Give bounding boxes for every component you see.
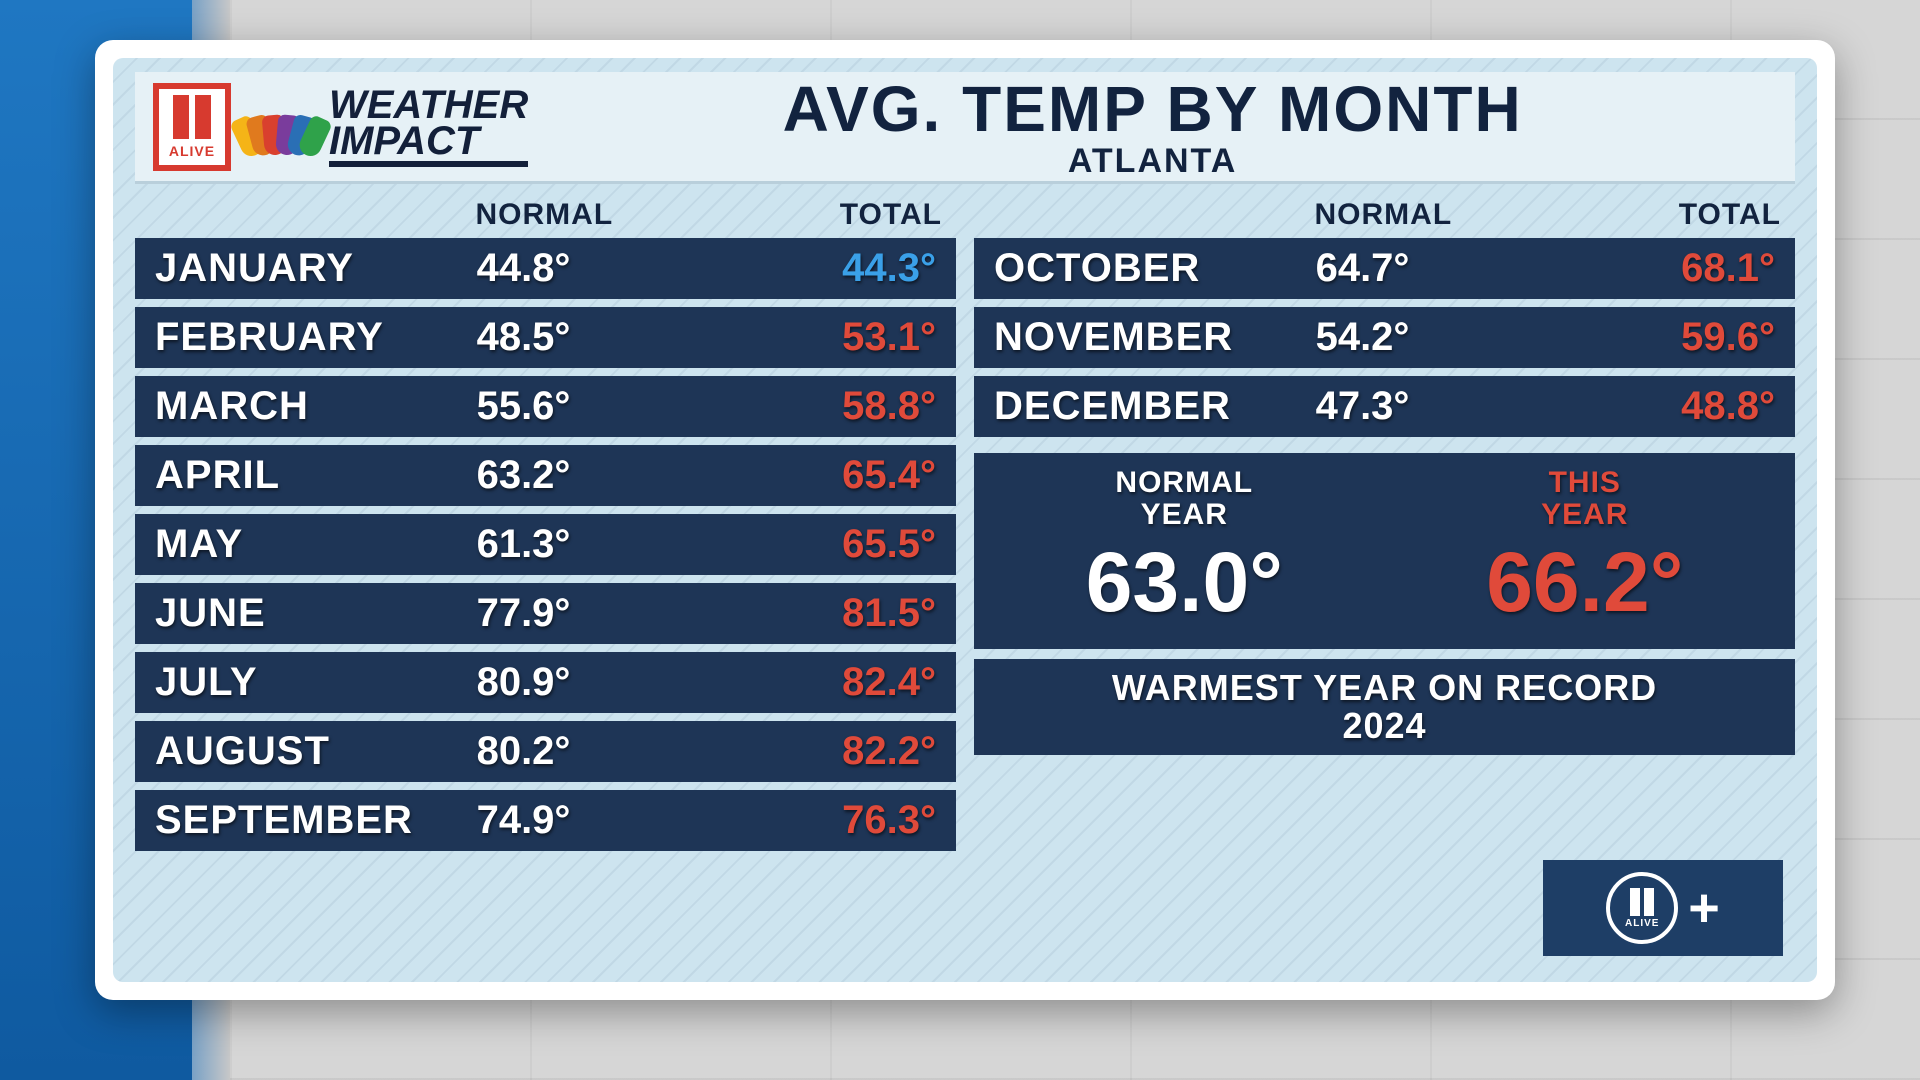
header-normal: NORMAL <box>476 198 709 232</box>
normal-value: 64.7° <box>1316 246 1546 291</box>
total-value: 44.3° <box>706 246 936 291</box>
table-row: SEPTEMBER74.9°76.3° <box>135 790 956 851</box>
year-summary: NORMALYEAR 63.0° THISYEAR 66.2° <box>974 453 1795 649</box>
table-row: OCTOBER64.7°68.1° <box>974 238 1795 299</box>
tv-frame: ALIVE WEATHER IMPACT AVG. TEMP BY MONTH … <box>95 40 1835 1000</box>
header-total: TOTAL <box>1548 198 1781 232</box>
left-column: NORMAL TOTAL JANUARY44.8°44.3° FEBRUARY48… <box>135 198 956 968</box>
normal-value: 44.8° <box>477 246 707 291</box>
header-total: TOTAL <box>709 198 942 232</box>
total-value: 68.1° <box>1545 246 1775 291</box>
total-value: 65.4° <box>706 453 936 498</box>
total-value: 82.2° <box>706 729 936 774</box>
normal-value: 80.9° <box>477 660 707 705</box>
this-year-value: 66.2° <box>1385 534 1786 631</box>
table-row: NOVEMBER54.2°59.6° <box>974 307 1795 368</box>
title-block: AVG. TEMP BY MONTH ATLANTA <box>528 72 1777 181</box>
header-normal: NORMAL <box>1315 198 1548 232</box>
table-row: JULY80.9°82.4° <box>135 652 956 713</box>
total-value: 59.6° <box>1545 315 1775 360</box>
normal-value: 55.6° <box>477 384 707 429</box>
table-row: MAY61.3°65.5° <box>135 514 956 575</box>
station-bug: ALIVE + <box>1543 860 1783 956</box>
logo-bars-icon <box>173 95 211 139</box>
normal-value: 77.9° <box>477 591 707 636</box>
right-column-headers: NORMAL TOTAL <box>974 198 1795 238</box>
normal-value: 61.3° <box>477 522 707 567</box>
table-row: JUNE77.9°81.5° <box>135 583 956 644</box>
graphic-title: AVG. TEMP BY MONTH <box>528 72 1777 146</box>
tv-screen: ALIVE WEATHER IMPACT AVG. TEMP BY MONTH … <box>113 58 1817 982</box>
this-year-label: THISYEAR <box>1385 467 1786 530</box>
table-row: APRIL63.2°65.4° <box>135 445 956 506</box>
table-row: MARCH55.6°58.8° <box>135 376 956 437</box>
table-row: FEBRUARY48.5°53.1° <box>135 307 956 368</box>
brand-line2: IMPACT <box>329 123 528 167</box>
normal-value: 48.5° <box>477 315 707 360</box>
total-value: 81.5° <box>706 591 936 636</box>
brand-line1: WEATHER <box>329 87 528 123</box>
table-row: JANUARY44.8°44.3° <box>135 238 956 299</box>
total-value: 48.8° <box>1545 384 1775 429</box>
station-sub: ALIVE <box>169 143 215 159</box>
total-value: 53.1° <box>706 315 936 360</box>
month-label: NOVEMBER <box>994 315 1316 360</box>
table-row: AUGUST80.2°82.2° <box>135 721 956 782</box>
total-value: 65.5° <box>706 522 936 567</box>
month-label: FEBRUARY <box>155 315 477 360</box>
bug-bars-icon <box>1630 888 1654 916</box>
graphic-subtitle: ATLANTA <box>528 142 1777 181</box>
normal-value: 80.2° <box>477 729 707 774</box>
normal-value: 54.2° <box>1316 315 1546 360</box>
month-label: OCTOBER <box>994 246 1316 291</box>
right-column: NORMAL TOTAL OCTOBER64.7°68.1° NOVEMBER54… <box>974 198 1795 968</box>
table-row: DECEMBER47.3°48.8° <box>974 376 1795 437</box>
total-value: 82.4° <box>706 660 936 705</box>
month-label: APRIL <box>155 453 477 498</box>
normal-year-value: 63.0° <box>984 534 1385 631</box>
month-label: DECEMBER <box>994 384 1316 429</box>
month-label: SEPTEMBER <box>155 798 477 843</box>
bug-alive: ALIVE <box>1625 918 1659 929</box>
left-column-headers: NORMAL TOTAL <box>135 198 956 238</box>
normal-value: 63.2° <box>477 453 707 498</box>
month-label: MARCH <box>155 384 477 429</box>
normal-year-label: NORMALYEAR <box>984 467 1385 530</box>
month-label: JUNE <box>155 591 477 636</box>
weather-impact-brand: WEATHER IMPACT <box>329 87 528 167</box>
total-value: 58.8° <box>706 384 936 429</box>
month-label: JULY <box>155 660 477 705</box>
header-bar: ALIVE WEATHER IMPACT AVG. TEMP BY MONTH … <box>135 72 1795 184</box>
station-logo-11alive: ALIVE <box>153 83 231 171</box>
nbc-peacock-icon <box>245 99 317 155</box>
normal-year-block: NORMALYEAR 63.0° <box>984 467 1385 631</box>
this-year-block: THISYEAR 66.2° <box>1385 467 1786 631</box>
bug-plus: + <box>1688 877 1720 939</box>
bug-circle-icon: ALIVE <box>1606 872 1678 944</box>
month-label: AUGUST <box>155 729 477 774</box>
normal-value: 47.3° <box>1316 384 1546 429</box>
normal-value: 74.9° <box>477 798 707 843</box>
content-area: NORMAL TOTAL JANUARY44.8°44.3°FEBRUARY48… <box>135 198 1795 968</box>
record-banner: WARMEST YEAR ON RECORD2024 <box>974 659 1795 755</box>
month-label: JANUARY <box>155 246 477 291</box>
total-value: 76.3° <box>706 798 936 843</box>
month-label: MAY <box>155 522 477 567</box>
